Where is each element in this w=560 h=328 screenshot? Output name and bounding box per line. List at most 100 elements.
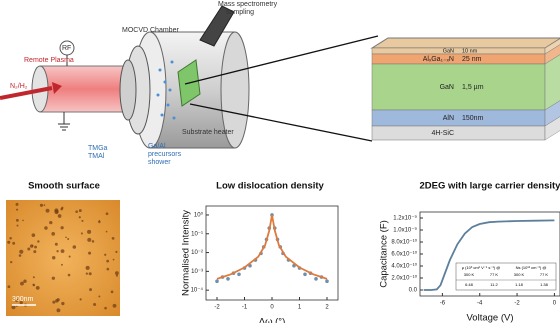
y-tick-label: 6.0x10⁻¹⁰ [391, 251, 417, 258]
afm-pit [88, 252, 91, 255]
afm-pit [86, 266, 90, 270]
afm-pit [73, 245, 77, 249]
afm-pit [8, 285, 11, 288]
y-tick-label: 4.0x10⁻¹⁰ [391, 263, 417, 270]
afm-pit [15, 203, 18, 206]
afm-pit [115, 251, 117, 253]
layer-name: AlₓGa₁₋ₓN [423, 56, 454, 63]
afm-pit [23, 279, 26, 282]
afm-pit [34, 246, 37, 249]
x-tick-label: 0 [270, 305, 274, 311]
afm-pit [52, 256, 55, 259]
afm-pit [20, 282, 24, 286]
afm-pit [92, 240, 95, 243]
afm-pit [16, 219, 19, 222]
afm-pit [81, 232, 83, 234]
afm-pit [61, 264, 63, 266]
afm-pit [69, 256, 71, 258]
afm-pit [54, 208, 58, 212]
afm-pit [55, 299, 58, 302]
afm-pit [33, 276, 35, 278]
afm-pit [112, 237, 115, 240]
label: TMAl [88, 153, 105, 160]
table-header: μ (10³ cm² V⁻¹ s⁻¹) @ [462, 265, 501, 270]
afm-pit [61, 302, 64, 305]
label: TMGa [88, 145, 108, 152]
x-tick-label: 1 [298, 305, 302, 311]
afm-pit [106, 212, 109, 215]
afm-pit [79, 209, 82, 212]
afm-pit [67, 238, 69, 240]
afm-pit [7, 241, 10, 244]
y-tick-label: 1.0x10⁻⁹ [393, 227, 417, 234]
data-line [217, 215, 327, 279]
chamber-ring [120, 60, 136, 120]
data-point [314, 277, 318, 281]
y-tick-label: 10⁻³ [191, 269, 203, 275]
x-tick-label: -6 [440, 301, 446, 307]
label: Remote Plasma [24, 57, 74, 64]
charts: Low dislocation density10⁰10⁻¹10⁻²10⁻³10… [181, 181, 560, 323]
table-temp: 77 K [540, 272, 549, 277]
layer-thickness: 150nm [462, 115, 484, 122]
y-axis-label: Normalised Intensity [181, 210, 192, 296]
data-point [226, 277, 230, 281]
afm-pit [44, 226, 48, 230]
layer-thickness: 1,5 µm [462, 84, 484, 91]
afm-pit [104, 254, 106, 256]
afm-pit [61, 226, 64, 229]
scale-label: 300nm [12, 296, 34, 303]
table-temp: 300 K [464, 272, 475, 277]
afm-pit [87, 230, 91, 234]
data-point [215, 279, 219, 283]
layer-thickness: 10 nm [462, 48, 478, 54]
layer-name: AlN [443, 115, 454, 122]
layer-name: 4H-SiC [431, 130, 454, 137]
afm-pit [87, 238, 91, 242]
x-axis-label: Voltage (V) [467, 313, 514, 323]
y-tick-label: 10⁰ [194, 212, 204, 219]
afm-pit [33, 250, 36, 253]
y-tick-label: 8.0x10⁻¹⁰ [391, 239, 417, 246]
afm-pit [107, 268, 110, 271]
afm-pit [65, 236, 67, 238]
afm-pit [106, 260, 109, 263]
label: Substrate heater [182, 129, 234, 136]
layer-stack: GaN10 nmAlₓGa₁₋ₓN25 nm2DEGGaN1,5 µmAlN15… [372, 38, 560, 140]
afm-pit [27, 247, 30, 250]
afm-pit [52, 277, 55, 280]
afm-pit [93, 303, 96, 306]
x-axis-label: Δω (°) [259, 317, 286, 323]
afm-pit [36, 286, 40, 290]
layer [372, 64, 545, 110]
afm-pit [58, 214, 62, 218]
afm-pit [60, 208, 63, 211]
y-axis-label: Capacitance (F) [379, 220, 390, 288]
afm-pit [98, 295, 100, 297]
label: Ga/Al [148, 143, 166, 150]
x-tick-label: -1 [242, 305, 248, 311]
afm-pit [89, 288, 92, 291]
afm-pit [75, 210, 78, 213]
afm-pit [19, 250, 23, 254]
afm-pit [116, 275, 118, 277]
afm-pit [32, 284, 34, 286]
x-tick-label: -2 [214, 305, 220, 311]
y-tick-label: 10⁻¹ [191, 231, 203, 237]
afm-pit [19, 254, 22, 257]
table-cell: 1.18 [515, 282, 524, 287]
table-temp: 77 K [490, 272, 499, 277]
afm-pit [104, 307, 107, 310]
layer-thickness: 25 nm [462, 56, 482, 63]
label: N₂/H₂ [10, 83, 28, 90]
x-tick-label: -4 [477, 301, 483, 307]
page: Mass spectrometry sampling MOCVD Chamber… [0, 0, 560, 323]
figure: Mass spectrometry sampling MOCVD Chamber… [0, 0, 560, 323]
afm-pit [113, 259, 115, 261]
afm-pit [51, 232, 55, 236]
table-cell: 1.38 [540, 282, 549, 287]
afm-pit [56, 308, 60, 312]
afm-pit [16, 225, 18, 227]
table-cell: 6.48 [465, 282, 474, 287]
chart-title: Low dislocation density [216, 181, 324, 192]
